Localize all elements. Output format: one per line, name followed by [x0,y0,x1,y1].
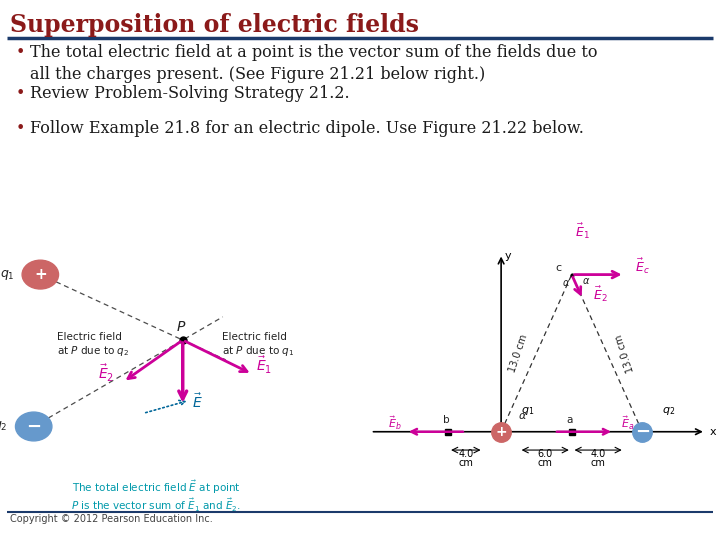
Text: $q_1$: $q_1$ [0,268,14,281]
Text: •: • [16,120,25,137]
Text: $P$: $P$ [176,320,186,334]
Text: $\alpha$: $\alpha$ [562,279,570,288]
Text: y: y [505,251,511,261]
Text: cm: cm [590,458,606,468]
Text: 13.0 cm: 13.0 cm [508,333,530,374]
Text: $P$ is the vector sum of $\vec{E}_1$ and $\vec{E}_2$.: $P$ is the vector sum of $\vec{E}_1$ and… [71,497,241,515]
Text: $\vec{E}_c$: $\vec{E}_c$ [635,256,650,276]
FancyBboxPatch shape [360,248,713,510]
Text: $\vec{E}_a$: $\vec{E}_a$ [621,414,634,431]
Text: The total electric field $\vec{E}$ at point: The total electric field $\vec{E}$ at po… [72,479,240,496]
Text: 13.0 cm: 13.0 cm [613,333,636,374]
Text: b: b [443,415,450,424]
Circle shape [16,412,52,441]
Text: $\vec{E}_1$: $\vec{E}_1$ [575,222,590,241]
Text: $\vec{E}_b$: $\vec{E}_b$ [388,414,402,431]
Text: Superposition of electric fields: Superposition of electric fields [10,13,419,37]
Text: 4.0: 4.0 [458,449,474,458]
Text: cm: cm [459,458,473,468]
Text: 6.0: 6.0 [538,449,553,458]
Text: $\alpha$: $\alpha$ [582,276,590,286]
Text: $\alpha$: $\alpha$ [518,410,527,421]
Text: •: • [16,85,25,102]
Text: •: • [16,44,25,61]
Text: $\vec{E}_1$: $\vec{E}_1$ [256,355,272,376]
Text: 4.0: 4.0 [590,449,606,458]
FancyBboxPatch shape [7,248,338,510]
Text: $q_2$: $q_2$ [0,420,8,434]
Text: x: x [709,427,716,437]
Text: +: + [34,267,47,282]
Text: Electric field
at $P$ due to $q_1$: Electric field at $P$ due to $q_1$ [222,332,295,358]
Text: −: − [634,423,650,441]
Text: $q_1$: $q_1$ [521,406,534,417]
Text: $\vec{E}_2$: $\vec{E}_2$ [593,284,608,303]
Text: $\vec{E}$: $\vec{E}$ [192,393,203,411]
Text: The total electric field at a point is the vector sum of the fields due to
all t: The total electric field at a point is t… [30,44,598,83]
Text: cm: cm [538,458,553,468]
Circle shape [22,260,58,289]
Text: Electric field
at $P$ due to $q_2$: Electric field at $P$ due to $q_2$ [57,332,129,358]
Text: Review Problem-Solving Strategy 21.2.: Review Problem-Solving Strategy 21.2. [30,85,350,102]
Text: −: − [26,417,41,435]
Text: a: a [567,415,573,424]
Text: Follow Example 21.8 for an electric dipole. Use Figure 21.22 below.: Follow Example 21.8 for an electric dipo… [30,120,584,137]
Text: c: c [555,264,561,273]
Text: $\vec{E}_2$: $\vec{E}_2$ [99,363,114,384]
Text: Copyright © 2012 Pearson Education Inc.: Copyright © 2012 Pearson Education Inc. [10,514,212,524]
Text: $q_2$: $q_2$ [662,406,675,417]
Text: +: + [495,425,507,438]
